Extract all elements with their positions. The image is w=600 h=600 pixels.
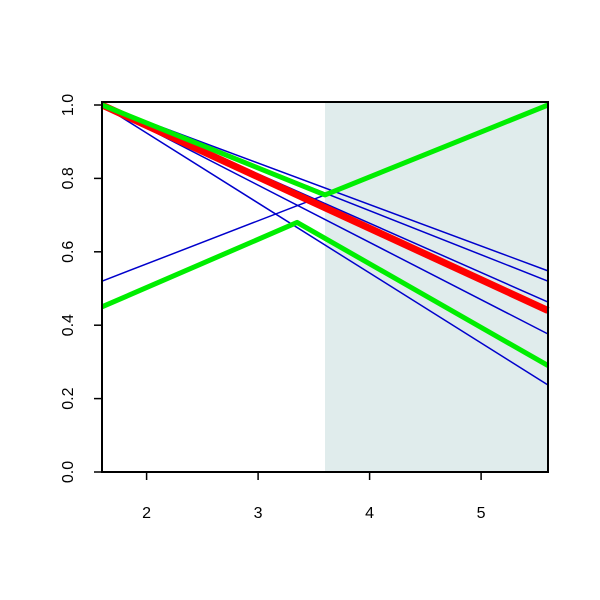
line (101, 104, 549, 386)
x-tick-label: 5 (477, 505, 486, 522)
shaded-region (325, 102, 548, 472)
line (100, 101, 550, 314)
x-tick-label: 2 (142, 505, 151, 522)
y-tick-label: 0.6 (60, 241, 77, 263)
x-tick-label: 4 (365, 505, 374, 522)
y-tick-label: 0.0 (60, 461, 77, 483)
y-tick-label: 0.2 (60, 387, 77, 409)
line (101, 104, 549, 335)
line (101, 194, 326, 282)
y-tick-label: 0.4 (60, 314, 77, 336)
y-tick-label: 0.8 (60, 167, 77, 189)
y-tick-label: 1.0 (60, 94, 77, 116)
line (101, 102, 549, 198)
line (101, 219, 550, 368)
x-tick-label: 3 (254, 505, 263, 522)
plot-box (101, 101, 549, 473)
